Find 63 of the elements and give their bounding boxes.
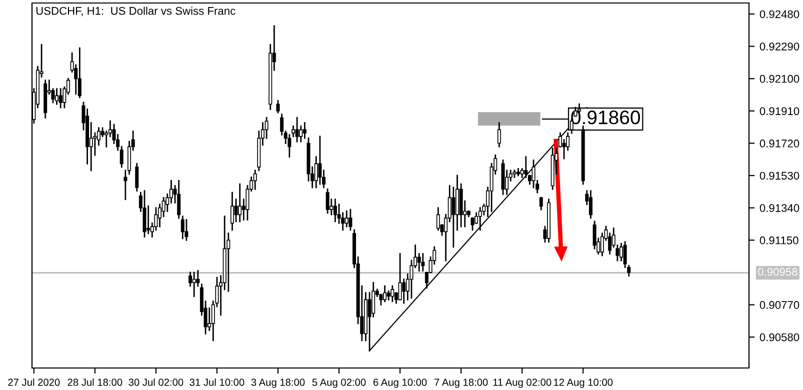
x-tick-label: 31 Jul 10:00 <box>190 378 244 386</box>
candlestick <box>417 253 421 272</box>
candlestick <box>326 188 330 214</box>
candlestick <box>78 47 82 98</box>
candlestick <box>562 139 566 160</box>
candlestick <box>276 100 280 114</box>
x-tick-label: 27 Jul 2020 <box>8 378 60 386</box>
candlestick <box>497 122 501 148</box>
y-tick-label: 0.92480 <box>760 10 800 18</box>
candlestick <box>383 285 387 302</box>
x-tick-label: 30 Jul 02:00 <box>128 378 184 386</box>
candlestick <box>230 192 234 231</box>
candlestick <box>146 205 150 234</box>
candlestick <box>234 198 238 222</box>
candlestick <box>588 190 592 219</box>
y-tick-label: 0.90770 <box>760 301 800 309</box>
candlestick <box>344 210 348 228</box>
candlestick <box>58 88 62 108</box>
y-tick-label: 0.90580 <box>760 333 800 342</box>
candlestick <box>142 190 146 238</box>
y-tick-label: 0.91910 <box>760 107 800 116</box>
candlestick <box>55 88 59 105</box>
x-tick-label: 11 Aug 02:00 <box>493 378 552 388</box>
candlestick <box>302 122 306 139</box>
candlestick <box>135 162 139 192</box>
candlestick <box>184 219 188 241</box>
y-tick-label: 0.91150 <box>760 236 798 244</box>
ref-line-label: 0.90958 <box>758 268 798 276</box>
candlestick <box>295 117 299 142</box>
chart-title: USDCHF, H1: US Dollar vs Swiss Franc <box>36 6 236 16</box>
x-tick-label: 5 Aug 02:00 <box>312 378 366 388</box>
annotation: 0.91860 <box>571 110 640 124</box>
y-tick-label: 0.92100 <box>760 74 800 83</box>
candlestick <box>398 253 402 300</box>
candlestick <box>180 216 184 240</box>
candlestick <box>348 208 352 231</box>
x-tick-label: 12 Aug 10:00 <box>554 378 613 388</box>
candlestick <box>238 183 242 222</box>
candlestick <box>421 253 425 272</box>
candlestick <box>333 198 337 222</box>
candlestick <box>524 156 528 178</box>
candlestick <box>402 278 406 304</box>
candlestick <box>318 136 322 185</box>
candlestick <box>177 180 181 219</box>
x-tick-label: 28 Jul 18:00 <box>68 378 122 386</box>
candlestick <box>452 186 456 248</box>
y-tick-label: 0.91530 <box>760 172 800 180</box>
y-tick-label: 0.91340 <box>760 204 800 212</box>
candlestick <box>192 272 196 297</box>
candlestick <box>288 134 292 158</box>
y-tick-label: 0.92290 <box>760 42 800 50</box>
candlestick <box>291 126 295 138</box>
y-tick-label: 0.91720 <box>760 140 800 148</box>
x-tick-label: 7 Aug 18:00 <box>434 378 488 388</box>
x-tick-label: 3 Aug 18:00 <box>251 378 305 388</box>
candlestick <box>478 207 482 231</box>
candlestick <box>196 270 200 287</box>
x-tick-label: 6 Aug 10:00 <box>373 378 427 388</box>
candlestick <box>539 196 543 210</box>
candlestick <box>253 170 257 190</box>
candlestick <box>619 242 623 262</box>
candlestick <box>390 285 394 302</box>
candlestick <box>299 126 303 142</box>
